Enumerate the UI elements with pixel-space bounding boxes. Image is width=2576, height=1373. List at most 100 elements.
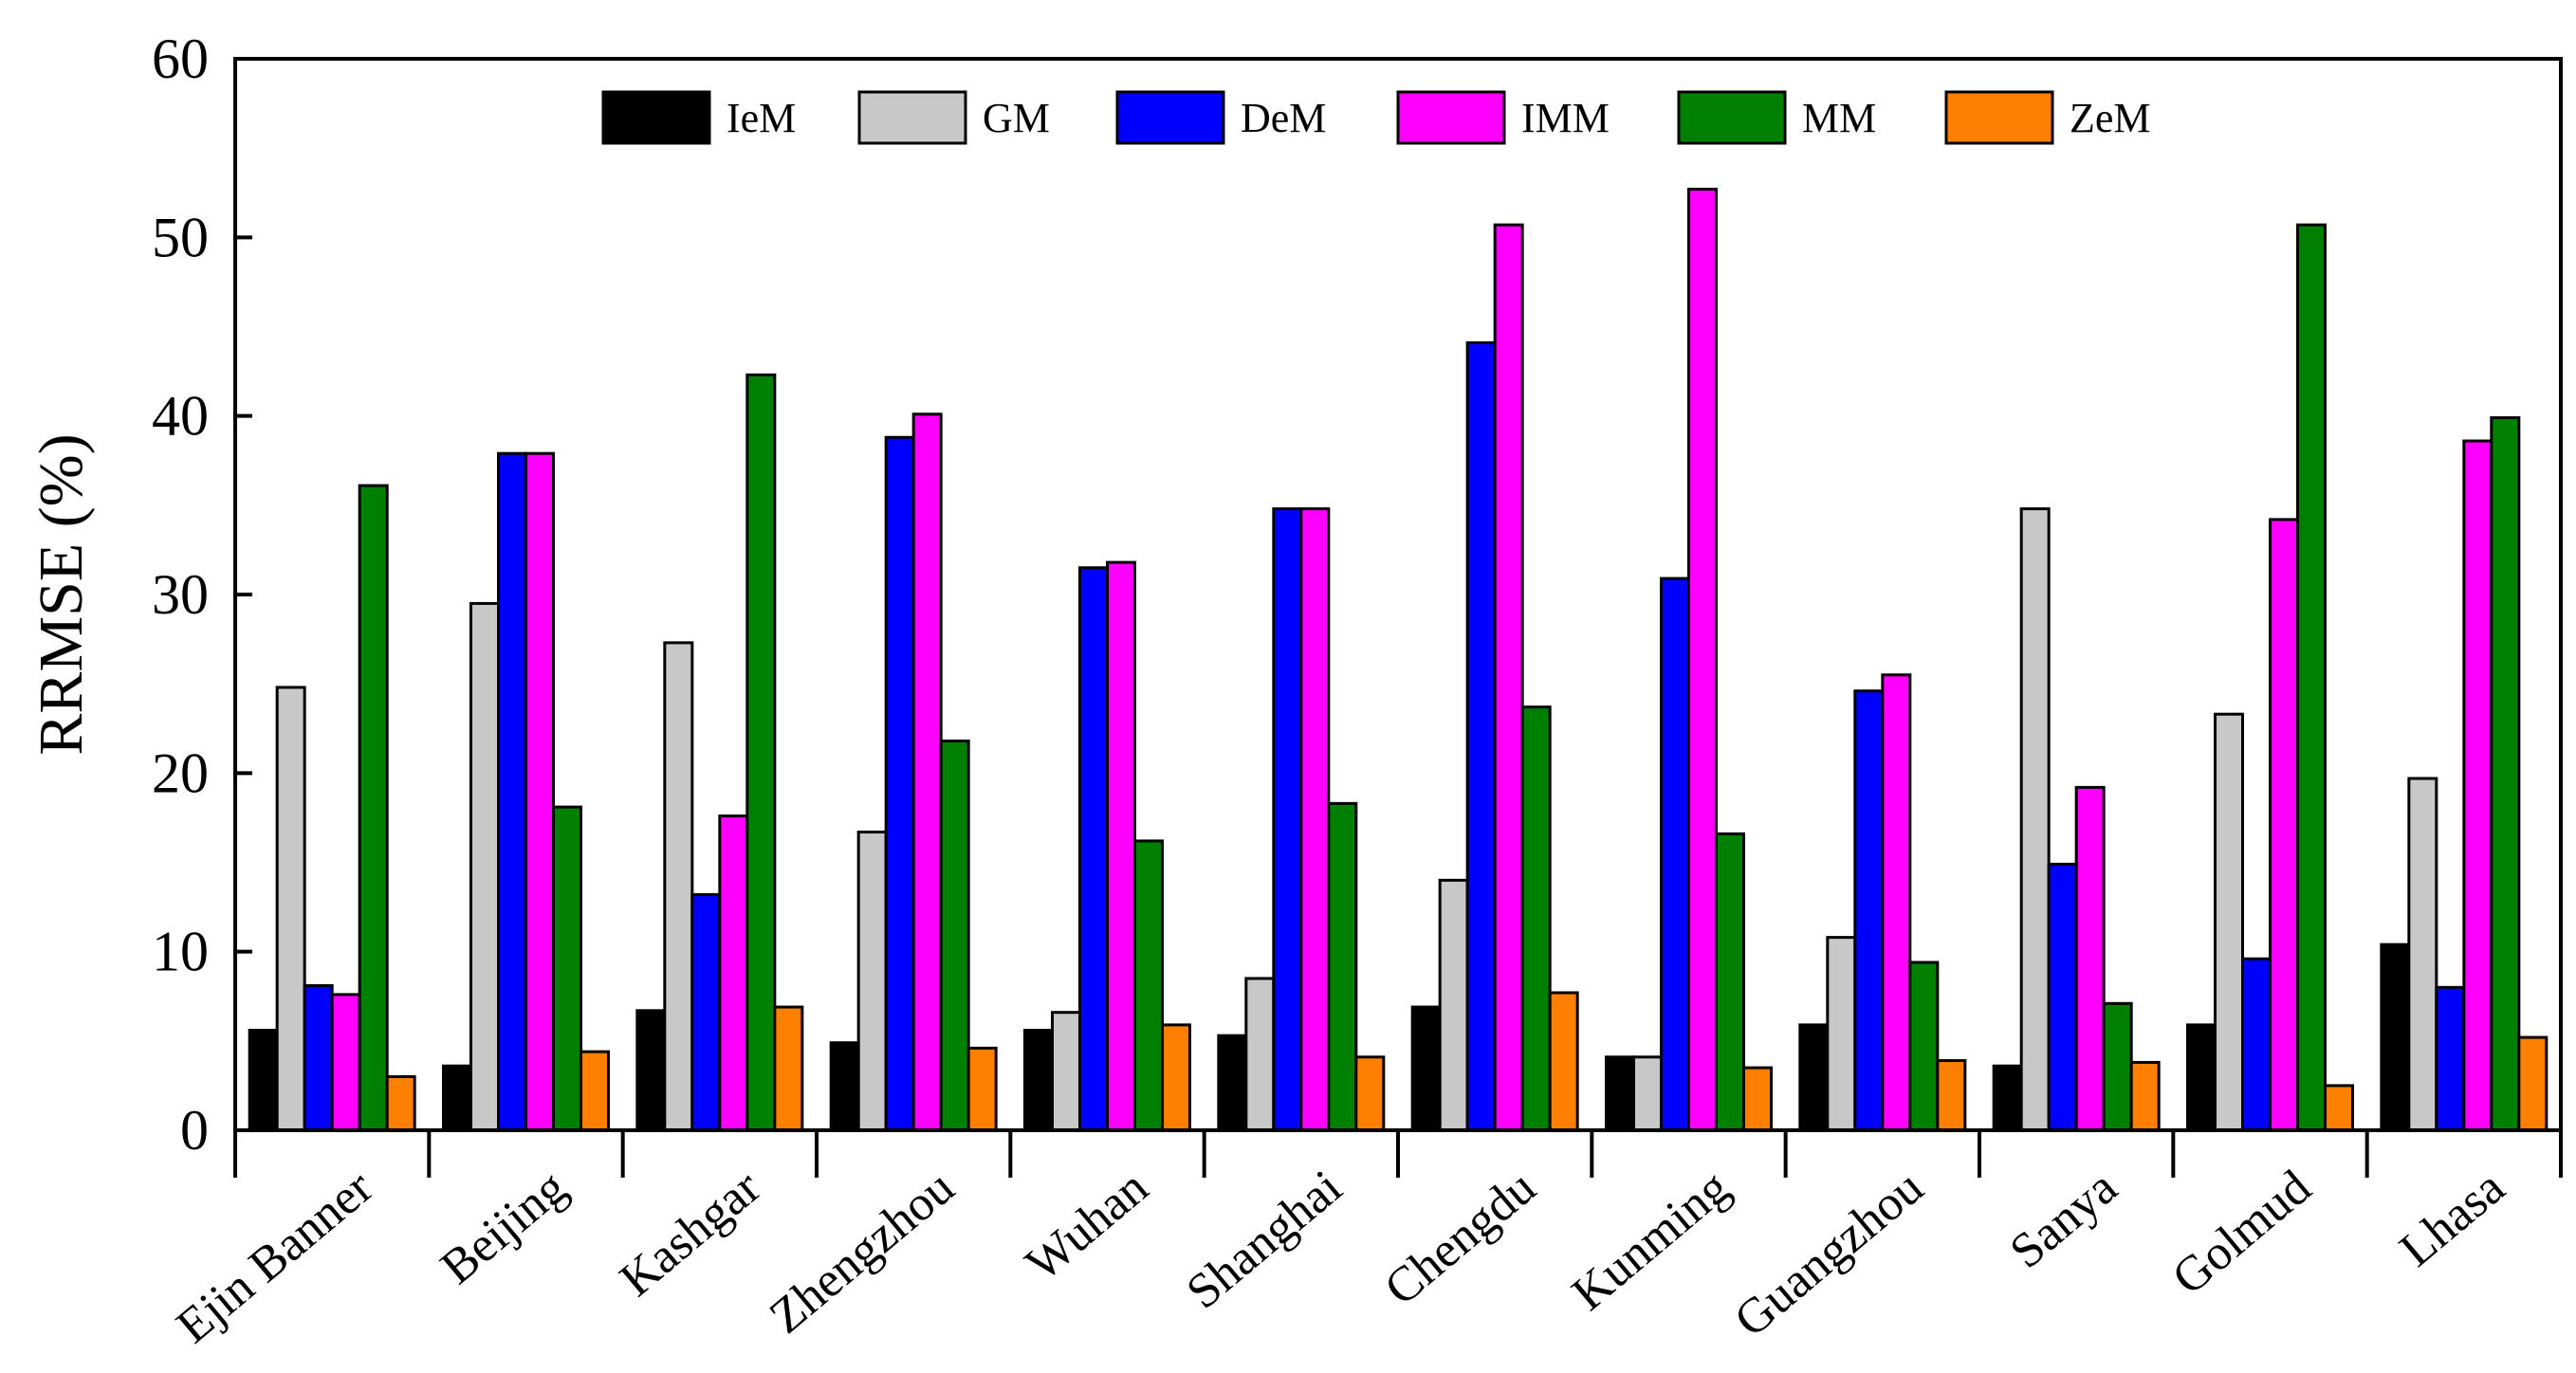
bar-imm-ejin-banner — [330, 993, 361, 1132]
bar-mm-golmud — [2296, 223, 2327, 1132]
legend-label-imm: IMM — [1521, 95, 1610, 141]
bar-imm-lhasa — [2462, 439, 2493, 1132]
y-tick-label: 30 — [152, 563, 209, 626]
bar-zem-guangzhou — [1936, 1059, 1967, 1132]
bar-iem-zhengzhou — [829, 1041, 860, 1132]
y-tick-label: 10 — [152, 921, 209, 983]
legend-label-iem: IeM — [727, 95, 796, 141]
bar-zem-shanghai — [1354, 1055, 1386, 1132]
bar-imm-golmud — [2269, 518, 2299, 1132]
bar-imm-beijing — [524, 451, 555, 1132]
bar-iem-chengdu — [1410, 1005, 1442, 1132]
bar-zem-kashgar — [773, 1005, 804, 1132]
bar-gm-golmud — [2214, 712, 2244, 1132]
x-tick-label: Sanya — [2000, 1161, 2127, 1279]
bar-imm-guangzhou — [1881, 673, 1912, 1132]
bar-gm-shanghai — [1244, 977, 1276, 1132]
legend-label-dem: DeM — [1241, 95, 1326, 141]
bar-dem-lhasa — [2435, 985, 2466, 1132]
bar-iem-shanghai — [1217, 1034, 1248, 1132]
legend-swatch-imm — [1396, 90, 1506, 145]
plot-frame — [233, 57, 2563, 1132]
x-tick-label: Guangzhou — [1724, 1161, 1933, 1348]
bar-mm-sanya — [2102, 1001, 2133, 1132]
bar-mm-lhasa — [2490, 416, 2521, 1132]
legend-label-zem: ZeM — [2070, 95, 2151, 141]
bar-gm-wuhan — [1051, 1011, 1081, 1132]
bar-mm-guangzhou — [1908, 961, 1940, 1132]
bar-imm-kashgar — [718, 815, 749, 1132]
bar-iem-kunming — [1605, 1055, 1635, 1132]
bar-dem-beijing — [497, 451, 527, 1132]
bar-dem-zhengzhou — [884, 435, 915, 1132]
x-tick-label: Kunming — [1562, 1161, 1739, 1322]
bar-imm-sanya — [2074, 785, 2106, 1132]
bar-iem-golmud — [2186, 1023, 2217, 1132]
y-tick-label: 40 — [152, 385, 209, 448]
bar-zem-kunming — [1742, 1066, 1773, 1132]
bar-gm-kashgar — [663, 641, 694, 1132]
bar-mm-kashgar — [745, 373, 777, 1132]
bars-layer — [248, 187, 2548, 1132]
bar-gm-ejin-banner — [275, 686, 306, 1132]
legend: IeM GM DeM IMM MM ZeM — [601, 90, 2151, 145]
bar-iem-ejin-banner — [248, 1029, 279, 1132]
bar-dem-kunming — [1660, 577, 1690, 1132]
x-tick-label: Beijing — [431, 1161, 577, 1295]
x-tick-label: Shanghai — [1177, 1161, 1352, 1320]
bar-dem-wuhan — [1078, 566, 1109, 1132]
bar-imm-kunming — [1687, 187, 1718, 1132]
bar-dem-golmud — [2241, 957, 2272, 1132]
legend-label-mm: MM — [1802, 95, 1876, 141]
x-tick-label: Wuhan — [1016, 1161, 1158, 1292]
bar-imm-shanghai — [1299, 507, 1331, 1132]
y-tick-label: 60 — [152, 27, 209, 90]
legend-swatch-gm — [857, 90, 967, 145]
y-tick-label: 50 — [152, 206, 209, 268]
bar-dem-shanghai — [1272, 507, 1303, 1132]
bar-zem-zhengzhou — [966, 1046, 998, 1132]
bar-dem-chengdu — [1465, 340, 1497, 1132]
bar-gm-chengdu — [1438, 878, 1469, 1132]
legend-swatch-zem — [1944, 90, 2054, 145]
legend-label-gm: GM — [983, 95, 1050, 141]
bar-dem-sanya — [2047, 862, 2078, 1132]
y-axis-label: RRMSE (%) — [27, 433, 96, 755]
bar-dem-guangzhou — [1853, 689, 1885, 1132]
bar-zem-lhasa — [2517, 1035, 2548, 1132]
legend-swatch-mm — [1677, 90, 1787, 145]
bar-iem-lhasa — [2380, 943, 2411, 1132]
bar-mm-zhengzhou — [939, 739, 970, 1132]
bar-gm-beijing — [469, 601, 500, 1132]
x-tick-label: Chengdu — [1374, 1161, 1545, 1316]
bar-gm-kunming — [1632, 1055, 1663, 1132]
x-tick-label: Zhengzhou — [760, 1161, 965, 1345]
bar-zem-ejin-banner — [385, 1075, 416, 1132]
bar-mm-ejin-banner — [358, 484, 389, 1132]
bar-iem-guangzhou — [1798, 1023, 1830, 1132]
x-tick-label: Ejin Banner — [167, 1161, 383, 1354]
bar-iem-kashgar — [635, 1009, 667, 1132]
bar-zem-chengdu — [1548, 991, 1579, 1132]
bar-zem-wuhan — [1161, 1023, 1191, 1132]
bar-zem-beijing — [580, 1050, 610, 1132]
y-tick-label: 0 — [180, 1099, 209, 1162]
bar-imm-zhengzhou — [911, 412, 943, 1132]
bar-mm-chengdu — [1520, 705, 1552, 1132]
bar-dem-kashgar — [690, 892, 722, 1132]
bar-dem-ejin-banner — [303, 983, 334, 1132]
x-tick-label: Kashgar — [610, 1161, 770, 1308]
bar-mm-wuhan — [1133, 839, 1164, 1132]
bar-mm-beijing — [552, 805, 582, 1132]
x-tick-label: Golmud — [2162, 1161, 2321, 1306]
bar-mm-shanghai — [1327, 801, 1358, 1132]
bar-iem-wuhan — [1023, 1029, 1054, 1132]
bar-iem-beijing — [442, 1064, 472, 1132]
bar-gm-guangzhou — [1826, 936, 1857, 1132]
legend-swatch-dem — [1115, 90, 1225, 145]
x-tick-label: Lhasa — [2390, 1161, 2515, 1277]
bar-imm-chengdu — [1493, 223, 1524, 1132]
bar-mm-kunming — [1715, 832, 1745, 1132]
